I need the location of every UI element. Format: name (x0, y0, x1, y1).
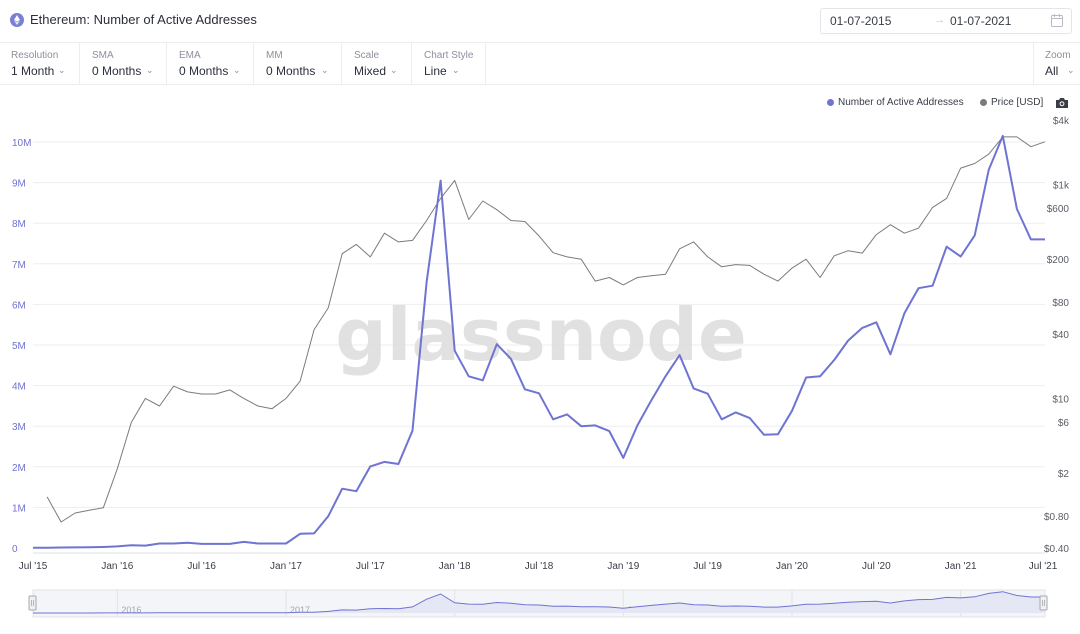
series-line-active-addresses[interactable] (32, 134, 1045, 549)
navigator-year-label: 2016 (121, 605, 141, 615)
chevron-down-icon: ⌄ (390, 65, 398, 75)
y-left-tick-label: 4M (12, 382, 26, 393)
x-tick-label: Jul '18 (525, 561, 554, 572)
legend-item-price[interactable]: Price [USD] (980, 97, 1043, 108)
ethereum-icon (10, 12, 24, 27)
chart-header: Ethereum: Number of Active Addresses 01-… (0, 0, 1080, 43)
x-tick-label: Jul '19 (693, 561, 722, 572)
chevron-down-icon: ⌄ (452, 65, 460, 75)
zoom-select[interactable]: Zoom All ⌄ (1033, 43, 1080, 85)
y-left-tick-label: 7M (12, 260, 26, 271)
x-tick-label: Jul '16 (187, 561, 216, 572)
scale-label: Scale (354, 50, 380, 61)
scale-select[interactable]: Scale Mixed ⌄ (343, 43, 412, 85)
date-range-picker[interactable]: 01-07-2015 → 01-07-2021 (820, 8, 1072, 34)
y-axis-right: $0.40 $0.80 $2 $6 $10 $40 $80 $200 $600 $1k $4k (1044, 116, 1070, 555)
resolution-select[interactable]: Resolution 1 Month ⌄ (0, 43, 80, 85)
y-left-tick-label: 8M (12, 219, 26, 230)
x-tick-label: Jan '18 (439, 561, 471, 572)
chart-controls: Resolution 1 Month ⌄ SMA 0 Months ⌄ EMA … (0, 43, 1080, 85)
y-right-tick-label: $0.80 (1044, 512, 1069, 523)
x-tick-label: Jul '21 (1029, 561, 1058, 572)
x-tick-label: Jul '20 (862, 561, 891, 572)
chart-style-select[interactable]: Chart Style Line ⌄ (413, 43, 486, 85)
navigator-handle-right[interactable] (1039, 595, 1048, 611)
y-right-tick-label: $0.40 (1044, 544, 1069, 555)
legend-label-addresses: Number of Active Addresses (838, 97, 964, 108)
navigator-year-label: 2017 (290, 605, 310, 615)
ema-value: 0 Months (179, 64, 229, 78)
x-tick-label: Jan '16 (101, 561, 133, 572)
legend-dot-price (980, 99, 987, 106)
y-right-tick-label: $4k (1053, 116, 1070, 127)
y-right-tick-label: $40 (1052, 330, 1069, 341)
y-right-tick-label: $6 (1058, 418, 1070, 429)
y-left-tick-label: 9M (12, 179, 26, 190)
y-right-tick-label: $80 (1052, 298, 1069, 309)
chevron-down-icon: ⌄ (321, 65, 329, 75)
y-left-tick-label: 1M (12, 503, 26, 514)
mm-select[interactable]: MM 0 Months ⌄ (255, 43, 342, 85)
ema-label: EMA (179, 50, 201, 61)
date-start-input[interactable]: 01-07-2015 (830, 14, 892, 28)
y-right-tick-label: $10 (1052, 394, 1069, 405)
sma-value: 0 Months (92, 64, 142, 78)
resolution-value: 1 Month (11, 64, 55, 78)
sma-select[interactable]: SMA 0 Months ⌄ (81, 43, 167, 85)
chevron-down-icon: ⌄ (233, 65, 241, 75)
navigator-line (33, 591, 1045, 614)
x-tick-label: Jan '21 (945, 561, 977, 572)
x-axis: Jul '15 Jan '16 Jul '16 Jan '17 Jul '17 Jan '… (19, 561, 1058, 572)
x-tick-label: Jan '20 (776, 561, 808, 572)
ema-select[interactable]: EMA 0 Months ⌄ (168, 43, 254, 85)
y-left-tick-label: 6M (12, 300, 26, 311)
y-right-tick-label: $200 (1047, 255, 1070, 266)
y-axis-left: 0 1M 2M 3M 4M 5M 6M 7M 8M 9M 10M (12, 138, 31, 555)
mm-label: MM (266, 50, 283, 61)
legend-dot-addresses (827, 99, 834, 106)
page-title: Ethereum: Number of Active Addresses (30, 12, 257, 27)
grid (33, 141, 1045, 554)
x-tick-label: Jul '17 (356, 561, 385, 572)
chart-style-label: Chart Style (424, 50, 474, 61)
title-wrap: Ethereum: Number of Active Addresses (10, 12, 257, 27)
y-left-tick-label: 5M (12, 341, 26, 352)
camera-icon[interactable] (1055, 96, 1069, 114)
y-left-tick-label: 3M (12, 422, 26, 433)
y-right-tick-label: $600 (1047, 204, 1070, 215)
series-line-price[interactable] (46, 136, 1046, 523)
x-tick-label: Jan '19 (607, 561, 639, 572)
legend-item-addresses[interactable]: Number of Active Addresses (827, 97, 964, 108)
date-end-input[interactable]: 01-07-2021 (950, 14, 1012, 28)
chevron-down-icon: ⌄ (58, 65, 66, 75)
chevron-down-icon: ⌄ (146, 65, 154, 75)
x-tick-label: Jan '17 (270, 561, 302, 572)
watermark: glassnode (335, 293, 747, 377)
zoom-label: Zoom (1045, 50, 1071, 61)
mm-value: 0 Months (266, 64, 316, 78)
y-left-tick-label: 10M (12, 138, 31, 149)
y-left-tick-label: 0 (12, 544, 18, 555)
navigator-handle-left[interactable] (28, 595, 37, 611)
navigator[interactable]: 201620172018201920202021 (28, 589, 1048, 618)
chevron-down-icon: ⌄ (1067, 65, 1075, 75)
x-tick-label: Jul '15 (19, 561, 48, 572)
scale-value: Mixed (354, 64, 387, 78)
y-left-tick-label: 2M (12, 463, 26, 474)
series (32, 134, 1046, 549)
navigator-area (33, 591, 1045, 613)
y-right-tick-label: $2 (1058, 469, 1070, 480)
sma-label: SMA (92, 50, 114, 61)
y-right-tick-label: $1k (1053, 180, 1070, 191)
zoom-value: All (1045, 64, 1059, 78)
legend-label-price: Price [USD] (991, 97, 1044, 108)
resolution-label: Resolution (11, 50, 59, 61)
chart-style-value: Line (424, 64, 447, 78)
navigator-series-line (33, 591, 1045, 614)
arrow-right-icon: → (934, 14, 945, 26)
calendar-icon[interactable] (1051, 14, 1063, 30)
